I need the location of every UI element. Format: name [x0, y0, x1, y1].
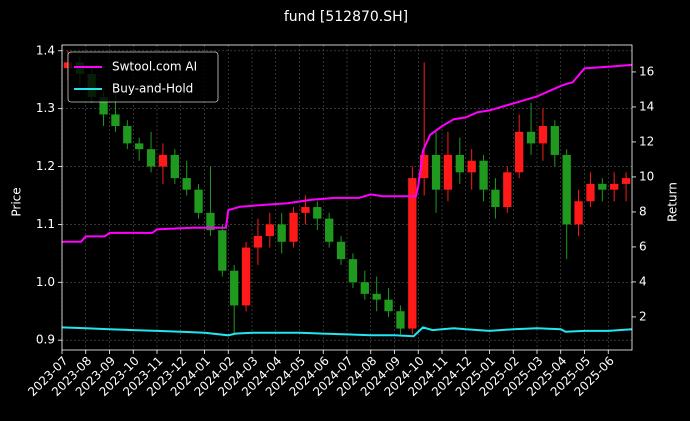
- candle-body: [598, 183, 607, 190]
- candle-body: [538, 126, 548, 144]
- y2-tick-label: 12: [639, 134, 654, 148]
- candle-body: [99, 97, 108, 115]
- candle-body: [218, 230, 227, 271]
- candle-body: [372, 293, 381, 300]
- candle-body: [123, 126, 132, 144]
- candle-body: [360, 282, 369, 294]
- candle-body: [384, 299, 393, 312]
- candle-body: [265, 224, 274, 236]
- candle-body: [194, 189, 203, 213]
- legend-label: Swtool.com AI: [112, 60, 197, 74]
- y-tick-label: 1.3: [36, 101, 55, 115]
- candle-body: [515, 131, 524, 173]
- y-tick-label: 1.1: [36, 217, 55, 231]
- y2-tick-label: 16: [639, 64, 654, 78]
- candle-body: [455, 154, 464, 173]
- candle-body: [408, 178, 417, 329]
- y-tick-label: 1.0: [36, 275, 55, 289]
- candle-body: [135, 143, 144, 150]
- y2-tick-label: 14: [639, 99, 654, 113]
- y-tick-label: 0.9: [36, 333, 55, 347]
- candle-body: [241, 247, 251, 306]
- candle-body: [170, 154, 179, 179]
- return-line: [61, 326, 633, 338]
- candle-body: [479, 160, 488, 190]
- candle-body: [277, 224, 286, 242]
- legend-label: Buy-and-Hold: [112, 82, 193, 96]
- y2-tick-label: 8: [639, 204, 647, 218]
- candle-body: [253, 235, 263, 248]
- chart-title: fund [512870.SH]: [284, 9, 408, 25]
- y2-tick-label: 10: [639, 169, 654, 183]
- y-tick-label: 1.2: [36, 159, 55, 173]
- plot-frame: [61, 44, 633, 351]
- candle-body: [182, 178, 191, 190]
- candle-body: [230, 270, 239, 306]
- y2-tick-label: 4: [639, 274, 647, 288]
- candle-body: [526, 131, 536, 144]
- candle-body: [491, 189, 500, 208]
- candle-body: [574, 201, 583, 225]
- candle-body: [158, 154, 168, 167]
- return-line: [62, 63, 633, 243]
- candle-body: [111, 114, 120, 127]
- candle-body: [348, 259, 358, 283]
- y2-tick-label: 6: [639, 239, 647, 253]
- y-tick-label: 1.4: [36, 43, 55, 57]
- candle-body: [621, 178, 631, 184]
- candle-body: [431, 154, 441, 190]
- candle-body: [146, 149, 156, 167]
- legend-box: [67, 51, 219, 103]
- candle-body: [301, 207, 310, 213]
- candle-body: [289, 212, 298, 242]
- candle-body: [313, 207, 322, 219]
- candle-body: [503, 172, 512, 208]
- candle-body: [206, 212, 215, 231]
- candle-body: [610, 183, 619, 190]
- candle-body: [467, 160, 476, 173]
- candle-body: [562, 154, 571, 225]
- candle-body: [550, 126, 559, 155]
- candle-body: [325, 218, 334, 242]
- candle-body: [443, 154, 453, 190]
- y2-axis-label: Return: [666, 182, 680, 222]
- candle-body: [420, 154, 429, 179]
- y2-tick-label: 2: [639, 309, 647, 323]
- candle-body: [336, 241, 346, 260]
- y-axis-label: Price: [10, 187, 24, 216]
- candle-body: [586, 183, 595, 202]
- candle-body: [396, 311, 405, 329]
